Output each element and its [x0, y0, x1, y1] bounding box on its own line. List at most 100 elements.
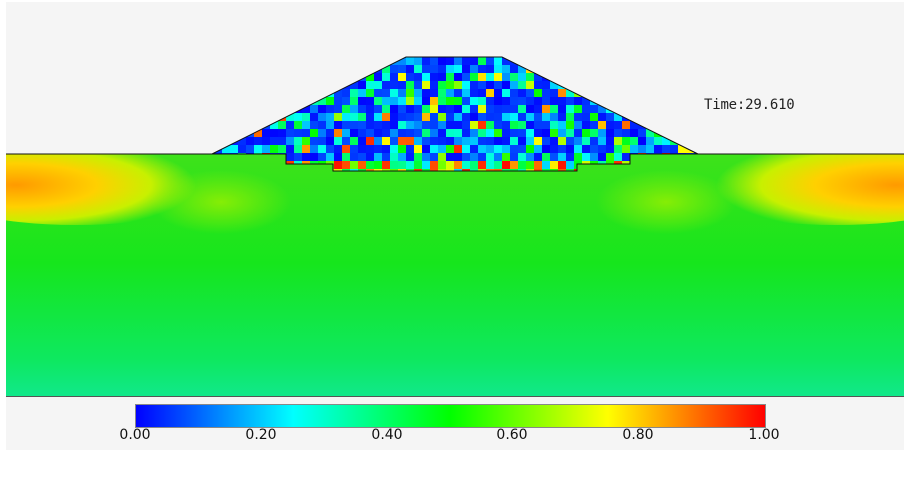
field-cell	[550, 57, 558, 65]
field-cell	[302, 113, 310, 121]
field-cell	[294, 153, 302, 161]
field-cell	[302, 89, 310, 97]
field-cell	[486, 153, 494, 161]
field-cell	[510, 89, 518, 97]
field-cell	[270, 65, 278, 73]
field-cell	[678, 65, 686, 73]
field-cell	[318, 73, 326, 81]
field-cell	[494, 73, 502, 81]
field-cell	[212, 57, 214, 65]
field-cell	[566, 129, 574, 137]
field-cell	[422, 137, 430, 145]
field-cell	[702, 113, 710, 121]
field-cell	[358, 161, 366, 169]
field-cell	[494, 169, 502, 171]
field-cell	[670, 121, 678, 129]
field-cell	[662, 81, 670, 89]
field-cell	[422, 97, 430, 105]
field-cell	[686, 97, 694, 105]
field-cell	[414, 57, 422, 65]
field-cell	[686, 57, 694, 65]
field-cell	[414, 81, 422, 89]
field-cell	[542, 97, 550, 105]
field-cell	[334, 65, 342, 73]
field-cell	[382, 89, 390, 97]
field-cell	[446, 121, 454, 129]
field-cell	[534, 73, 542, 81]
field-cell	[502, 97, 510, 105]
field-cell	[558, 105, 566, 113]
field-cell	[326, 57, 334, 65]
field-cell	[622, 153, 630, 161]
field-cell	[382, 153, 390, 161]
field-cell	[534, 113, 542, 121]
field-cell	[326, 145, 334, 153]
field-cell	[230, 73, 238, 81]
field-cell	[334, 113, 342, 121]
field-cell	[550, 137, 558, 145]
field-cell	[382, 113, 390, 121]
field-cell	[526, 113, 534, 121]
field-cell	[222, 65, 230, 73]
field-cell	[566, 137, 574, 145]
field-cell	[406, 97, 414, 105]
field-cell	[462, 161, 470, 169]
field-cell	[454, 121, 462, 129]
field-cell	[342, 129, 350, 137]
field-cell	[310, 113, 318, 121]
field-cell	[518, 137, 526, 145]
field-cell	[526, 145, 534, 153]
field-cell	[550, 145, 558, 153]
field-cell	[374, 97, 382, 105]
field-cell	[550, 129, 558, 137]
field-cell	[550, 65, 558, 73]
field-cell	[510, 113, 518, 121]
field-cell	[212, 113, 214, 121]
field-cell	[214, 97, 222, 105]
field-cell	[430, 145, 438, 153]
field-cell	[222, 137, 230, 145]
field-cell	[254, 113, 262, 121]
field-cell	[502, 145, 510, 153]
field-cell	[246, 145, 254, 153]
field-cell	[350, 81, 358, 89]
field-cell	[614, 137, 622, 145]
field-cell	[630, 113, 638, 121]
field-cell	[662, 121, 670, 129]
field-cell	[374, 73, 382, 81]
field-cell	[502, 65, 510, 73]
field-cell	[566, 161, 574, 169]
field-cell	[598, 113, 606, 121]
field-cell	[694, 97, 698, 105]
field-cell	[310, 129, 318, 137]
field-cell	[222, 145, 230, 153]
field-cell	[590, 129, 598, 137]
field-cell	[638, 105, 646, 113]
field-cell	[630, 97, 638, 105]
field-cell	[262, 65, 270, 73]
field-cell	[654, 73, 662, 81]
field-cell	[614, 97, 622, 105]
field-cell	[286, 73, 294, 81]
field-cell	[646, 121, 654, 129]
field-cell	[542, 89, 550, 97]
field-cell	[286, 121, 294, 129]
field-cell	[646, 65, 654, 73]
field-cell	[614, 81, 622, 89]
field-cell	[406, 145, 414, 153]
field-cell	[350, 97, 358, 105]
field-cell	[446, 73, 454, 81]
field-cell	[678, 81, 686, 89]
field-cell	[310, 145, 318, 153]
field-cell	[414, 89, 422, 97]
field-cell	[318, 137, 326, 145]
field-cell	[542, 65, 550, 73]
field-cell	[518, 81, 526, 89]
field-cell	[670, 145, 678, 153]
field-cell	[350, 145, 358, 153]
field-cell	[662, 129, 670, 137]
field-cell	[334, 137, 342, 145]
field-cell	[486, 161, 494, 169]
field-cell	[510, 161, 518, 169]
field-cell	[414, 161, 422, 169]
